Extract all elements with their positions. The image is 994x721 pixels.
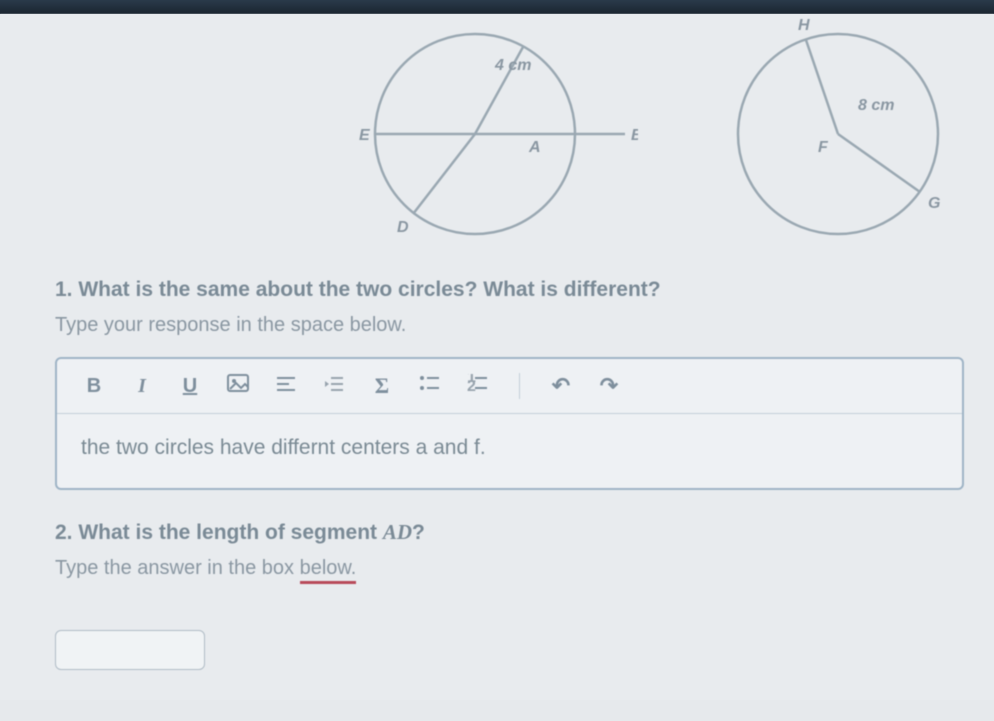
- q2-text-pre: 2. What is the length of segment: [55, 521, 383, 544]
- response-textarea[interactable]: the two circles have differnt centers a …: [57, 414, 962, 488]
- question-2-prompt: 2. What is the length of segment AD?: [55, 520, 964, 545]
- equation-button[interactable]: Σ: [369, 373, 395, 399]
- underline-button[interactable]: U: [177, 375, 203, 398]
- bold-button[interactable]: B: [81, 375, 107, 398]
- circle-f-diagram: 8 cm H F G: [698, 14, 964, 254]
- bullet-list-button[interactable]: [417, 374, 443, 398]
- question-2-instruction: Type the answer in the box below.: [55, 557, 964, 584]
- point-a: A: [528, 139, 541, 156]
- indent-button[interactable]: [321, 375, 347, 398]
- point-h: H: [798, 17, 810, 34]
- redo-button[interactable]: ↷: [596, 373, 622, 399]
- radius-label-2: 8 cm: [858, 97, 894, 114]
- point-f: F: [818, 139, 829, 156]
- point-e: E: [359, 127, 371, 144]
- image-icon: [227, 374, 249, 392]
- number-list-button[interactable]: 12: [465, 374, 491, 398]
- question-1-prompt: 1. What is the same about the two circle…: [55, 278, 964, 302]
- point-b: B: [631, 127, 638, 144]
- numbers-icon: 12: [467, 374, 489, 392]
- q2-instruction-pre: Type the answer in the box: [55, 557, 300, 579]
- align-button[interactable]: [273, 375, 299, 398]
- point-g: G: [928, 195, 940, 212]
- q2-instruction-err: below.: [300, 557, 357, 584]
- radius-label-1: 4 cm: [494, 57, 531, 74]
- question-1-instruction: Type your response in the space below.: [55, 314, 964, 337]
- answer-input[interactable]: [55, 630, 205, 670]
- q2-text-post: ?: [412, 521, 425, 544]
- editor-toolbar: B I U Σ 12 ↶ ↷: [57, 359, 962, 414]
- align-icon: [275, 375, 297, 393]
- image-button[interactable]: [225, 374, 251, 398]
- svg-text:2: 2: [467, 378, 476, 392]
- italic-button[interactable]: I: [129, 375, 155, 398]
- circles-diagram: 4 cm E A B D 8 cm H F G: [335, 14, 964, 264]
- rich-text-editor: B I U Σ 12 ↶ ↷ the two circles have diff: [55, 357, 964, 490]
- bullets-icon: [419, 374, 441, 392]
- page-content: 4 cm E A B D 8 cm H F G 1. What is the s…: [0, 14, 994, 700]
- toolbar-separator: [519, 373, 520, 399]
- indent-icon: [323, 375, 345, 393]
- circle-a-diagram: 4 cm E A B D: [335, 14, 638, 254]
- window-titlebar: [0, 0, 994, 14]
- q2-segment: AD: [383, 520, 412, 544]
- point-d: D: [397, 219, 409, 236]
- undo-button[interactable]: ↶: [548, 373, 574, 399]
